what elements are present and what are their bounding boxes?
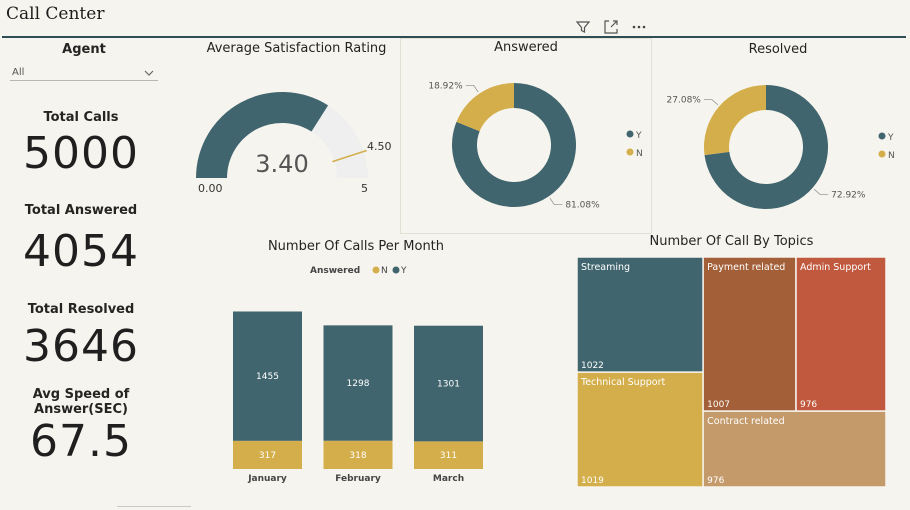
- bar-legend-marker-y: [392, 266, 400, 274]
- legend-marker-y: [626, 130, 634, 138]
- calls-per-month-bar-chart[interactable]: Answered N Y 317 1455 January 318 1298 February 3…: [200, 258, 512, 488]
- bar-segment-march-y[interactable]: [414, 325, 483, 442]
- donut-slice-n[interactable]: [704, 85, 766, 156]
- bar-data-label: 318: [349, 451, 366, 461]
- treemap-tile-streaming[interactable]: [577, 257, 704, 373]
- avg-speed-label: Avg Speed of Answer(SEC): [0, 387, 162, 417]
- more-options-icon: [632, 25, 646, 29]
- page-title: Call Center: [6, 4, 105, 24]
- bar-data-label: 311: [440, 451, 457, 461]
- avg-speed-value: 67.5: [30, 416, 132, 467]
- chevron-down-icon: [144, 70, 154, 76]
- gauge-target-line: [332, 149, 367, 163]
- gauge-title: Average Satisfaction Rating: [206, 41, 387, 56]
- answered-donut-chart[interactable]: 81.08% 18.92% YN: [400, 58, 652, 230]
- treemap-tile-admin-support[interactable]: [795, 257, 886, 412]
- resolved-title: Resolved: [748, 42, 808, 57]
- agent-filter-label: Agent: [62, 42, 106, 57]
- total-answered-value: 4054: [23, 226, 139, 277]
- answered-title: Answered: [494, 40, 558, 55]
- donut-slice-y[interactable]: [704, 85, 828, 209]
- gauge-target-label: 4.50: [367, 140, 392, 153]
- bar-data-label: 1455: [256, 372, 279, 382]
- bar-data-label: 1301: [437, 380, 460, 390]
- treemap-value-technical-support: 1019: [581, 476, 604, 486]
- total-answered-label: Total Answered: [24, 203, 138, 218]
- treemap-value-streaming: 1022: [581, 361, 604, 371]
- legend-label-n: N: [636, 149, 643, 159]
- more-options-button[interactable]: [628, 17, 650, 37]
- treemap-label-technical-support: Technical Support: [580, 377, 665, 388]
- bar-data-label: 317: [259, 451, 276, 461]
- filter-button[interactable]: [572, 17, 594, 37]
- focus-mode-icon: [604, 20, 618, 34]
- bar-legend-label-y: Y: [400, 266, 407, 276]
- treemap-label-streaming: Streaming: [581, 262, 630, 273]
- bar-category-label: February: [335, 474, 381, 484]
- donut-label-n: 18.92%: [428, 81, 463, 91]
- donut-slice-n[interactable]: [456, 83, 514, 132]
- avg-speed-label-line1: Avg Speed of: [32, 387, 130, 402]
- donut-label-n: 27.08%: [667, 96, 702, 106]
- gauge-min-label: 0.00: [198, 182, 223, 195]
- treemap-tile-payment-related[interactable]: [702, 257, 797, 412]
- treemap-label-admin-support: Admin Support: [800, 262, 871, 273]
- agent-dropdown-value: All: [12, 67, 25, 78]
- treemap-value-admin-support: 976: [800, 400, 817, 410]
- gauge-value-arc: [196, 92, 329, 178]
- avg-speed-label-line2: Answer(SEC): [34, 402, 128, 417]
- treemap-tile-contract-related[interactable]: [702, 410, 886, 487]
- total-resolved-value: 3646: [23, 321, 139, 372]
- donut-label-y: 72.92%: [831, 190, 866, 200]
- bar-legend-label-n: N: [381, 266, 388, 276]
- donut-leader-line: [549, 197, 563, 206]
- donut-leader-line: [813, 188, 829, 195]
- page-tab-indicator[interactable]: [117, 506, 191, 510]
- legend-label-n: N: [888, 151, 895, 161]
- bar-segment-february-y[interactable]: [323, 325, 393, 441]
- resolved-donut-chart[interactable]: 72.92% 27.08% YN: [652, 60, 904, 232]
- legend-label-y: Y: [635, 131, 642, 141]
- legend-marker-n: [626, 148, 634, 156]
- donut-leader-line: [703, 99, 719, 106]
- bar-legend-marker-n: [372, 266, 380, 274]
- bar-segment-january-y[interactable]: [233, 311, 302, 441]
- bar-chart-title: Number Of Calls Per Month: [267, 239, 445, 254]
- bar-category-label: March: [433, 474, 464, 484]
- treemap-label-payment-related: Payment related: [707, 262, 785, 273]
- donut-label-y: 81.08%: [565, 201, 600, 211]
- legend-label-y: Y: [887, 133, 894, 143]
- treemap-value-payment-related: 1007: [707, 400, 730, 410]
- total-calls-label: Total Calls: [43, 110, 119, 125]
- gauge-max-label: 5: [361, 182, 368, 195]
- gauge-value-label: 3.40: [255, 150, 308, 178]
- bar-segment-march-n[interactable]: [414, 441, 483, 469]
- treemap-value-contract-related: 976: [707, 476, 724, 486]
- treemap-title: Number Of Call By Topics: [649, 234, 814, 249]
- agent-dropdown[interactable]: All: [10, 65, 158, 81]
- donut-slice-y[interactable]: [452, 83, 576, 207]
- bar-segment-february-n[interactable]: [323, 440, 393, 469]
- title-divider: [2, 36, 906, 38]
- calls-by-topic-treemap[interactable]: Streaming 1022 Technical Support 1019 Paymen…: [577, 257, 886, 487]
- total-calls-value: 5000: [23, 128, 139, 179]
- treemap-tile-technical-support[interactable]: [577, 371, 704, 487]
- donut-leader-line: [465, 84, 479, 93]
- satisfaction-gauge[interactable]: 3.40 0.00 5 4.50: [190, 60, 403, 200]
- focus-mode-button[interactable]: [600, 17, 622, 37]
- bar-data-label: 1298: [347, 379, 370, 389]
- legend-marker-n: [878, 150, 886, 158]
- total-resolved-label: Total Resolved: [27, 302, 135, 317]
- bar-legend-title: Answered: [310, 266, 360, 276]
- treemap-label-contract-related: Contract related: [707, 416, 785, 427]
- filter-icon: [575, 21, 591, 33]
- answered-chart-card: [400, 38, 652, 234]
- legend-marker-y: [878, 132, 886, 140]
- bar-segment-january-n[interactable]: [233, 440, 302, 469]
- bar-category-label: January: [247, 474, 287, 484]
